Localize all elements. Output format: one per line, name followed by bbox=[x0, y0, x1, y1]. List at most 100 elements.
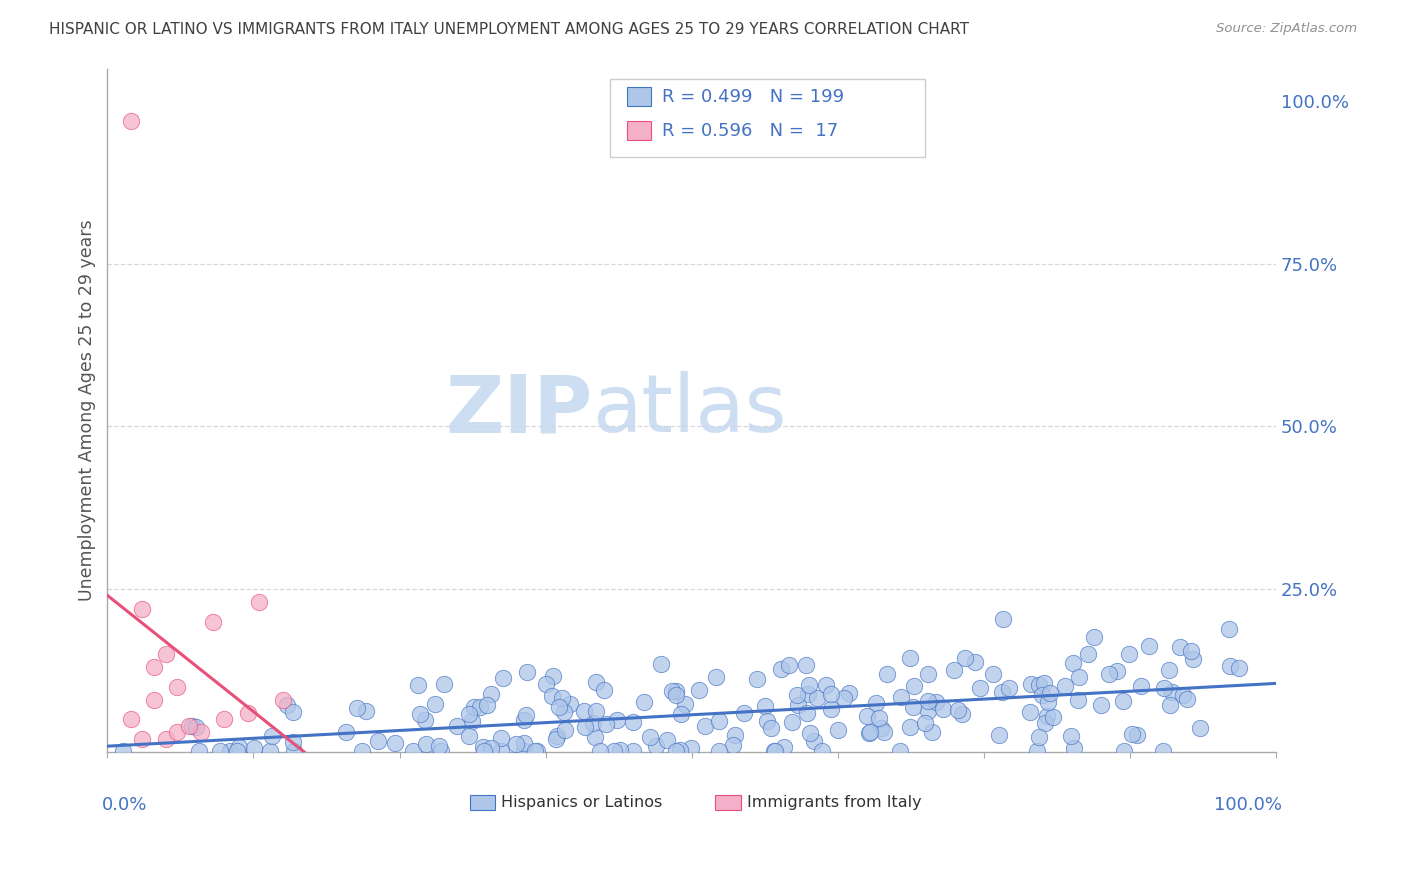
Point bbox=[592, 683, 614, 698]
Point bbox=[1112, 694, 1135, 708]
Point bbox=[898, 650, 921, 665]
Point bbox=[283, 735, 305, 749]
Point bbox=[756, 714, 779, 728]
Point bbox=[402, 744, 425, 758]
Point bbox=[914, 716, 936, 731]
Point bbox=[1032, 676, 1054, 690]
Point bbox=[543, 668, 565, 682]
Point bbox=[583, 730, 606, 744]
Point bbox=[1153, 681, 1175, 696]
Point bbox=[1181, 652, 1204, 666]
Point bbox=[143, 660, 166, 674]
Point bbox=[474, 744, 496, 758]
Point bbox=[1077, 647, 1099, 661]
Point bbox=[780, 715, 803, 730]
Point bbox=[661, 684, 683, 698]
Point bbox=[733, 706, 755, 720]
Point bbox=[526, 744, 548, 758]
Point bbox=[209, 744, 232, 758]
Point bbox=[574, 720, 596, 734]
Point bbox=[665, 684, 688, 698]
Point bbox=[489, 744, 512, 758]
Point bbox=[925, 695, 948, 709]
Point bbox=[461, 714, 484, 729]
Point bbox=[1062, 656, 1084, 670]
Point bbox=[827, 723, 849, 737]
Point bbox=[547, 699, 569, 714]
Point bbox=[1177, 691, 1199, 706]
Point bbox=[179, 719, 201, 733]
Point bbox=[745, 672, 768, 686]
Point bbox=[350, 744, 373, 758]
Text: atlas: atlas bbox=[592, 371, 787, 450]
Point bbox=[969, 681, 991, 695]
Point bbox=[553, 705, 575, 719]
Point bbox=[477, 698, 499, 713]
Point bbox=[724, 728, 747, 742]
Text: ZIP: ZIP bbox=[446, 371, 592, 450]
Point bbox=[796, 706, 818, 720]
Point bbox=[1066, 693, 1088, 707]
Bar bbox=[627, 87, 651, 106]
Point bbox=[550, 690, 572, 705]
Point bbox=[356, 704, 378, 718]
Point bbox=[671, 707, 693, 722]
Point bbox=[890, 690, 912, 704]
Point bbox=[1160, 684, 1182, 698]
Point bbox=[546, 729, 568, 743]
Point bbox=[1039, 686, 1062, 700]
Point bbox=[814, 678, 837, 692]
Point bbox=[876, 667, 898, 681]
Point bbox=[673, 698, 696, 712]
Point bbox=[413, 714, 436, 728]
Point bbox=[1083, 630, 1105, 644]
Point bbox=[811, 744, 834, 758]
Point bbox=[541, 690, 564, 704]
Point bbox=[865, 696, 887, 710]
Point bbox=[917, 704, 939, 718]
Point bbox=[367, 734, 389, 748]
Point bbox=[283, 706, 305, 720]
Point bbox=[458, 706, 481, 721]
Point bbox=[1121, 727, 1143, 741]
Point bbox=[166, 725, 188, 739]
Point bbox=[228, 740, 250, 755]
Point bbox=[247, 595, 270, 609]
Point bbox=[226, 744, 249, 758]
Point bbox=[948, 703, 970, 717]
Point bbox=[430, 744, 453, 758]
Bar bbox=[470, 795, 495, 810]
Point bbox=[932, 701, 955, 715]
Point bbox=[346, 701, 368, 715]
Point bbox=[1129, 679, 1152, 693]
Point bbox=[898, 720, 921, 734]
Point bbox=[858, 726, 880, 740]
Point bbox=[131, 731, 153, 746]
Point bbox=[585, 674, 607, 689]
Point bbox=[463, 700, 485, 714]
Point bbox=[799, 678, 821, 692]
Point bbox=[479, 687, 502, 701]
Point bbox=[558, 697, 581, 711]
Point bbox=[1188, 721, 1211, 735]
Point bbox=[1105, 664, 1128, 678]
Point bbox=[1098, 667, 1121, 681]
Point bbox=[187, 744, 209, 758]
Point bbox=[259, 744, 281, 758]
Point bbox=[797, 687, 820, 701]
Point bbox=[427, 739, 450, 753]
FancyBboxPatch shape bbox=[610, 78, 925, 157]
Point bbox=[1069, 670, 1091, 684]
Point bbox=[505, 737, 527, 751]
Point bbox=[423, 697, 446, 711]
Point bbox=[665, 688, 688, 702]
Point bbox=[998, 681, 1021, 695]
Point bbox=[534, 676, 557, 690]
Point bbox=[621, 744, 644, 758]
Point bbox=[856, 709, 879, 723]
Point bbox=[143, 693, 166, 707]
Point bbox=[621, 715, 644, 730]
Point bbox=[335, 725, 357, 739]
Point bbox=[669, 742, 692, 756]
Point bbox=[433, 677, 456, 691]
